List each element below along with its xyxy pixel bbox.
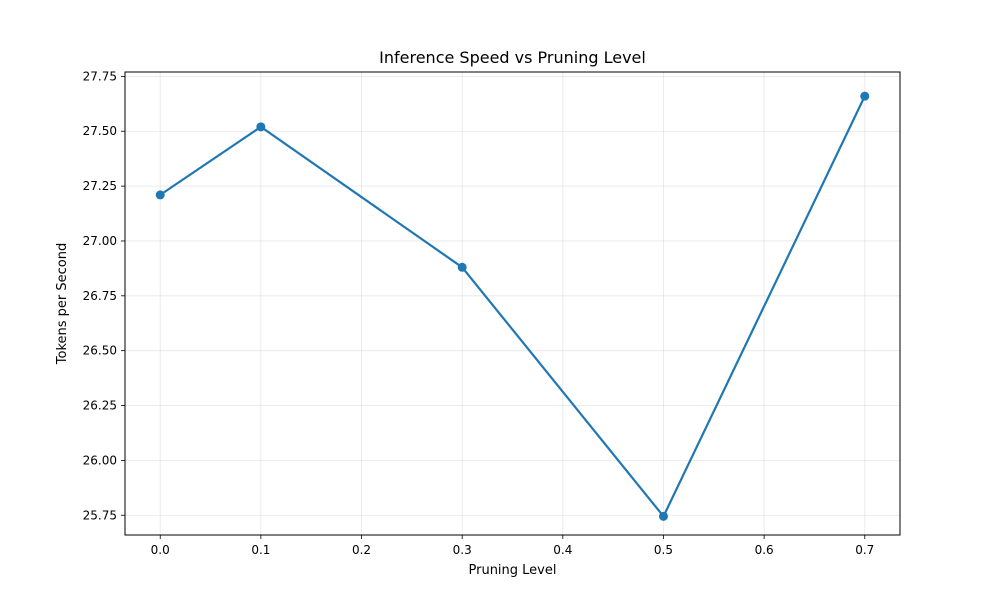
x-tick-label: 0.5 [654,543,673,557]
data-point-marker [658,511,668,521]
y-tick-label: 27.75 [83,69,117,83]
y-tick-label: 26.50 [83,344,117,358]
grid-lines [125,72,900,535]
y-tick-label: 25.75 [83,508,117,522]
data-point-marker [155,190,165,200]
y-tick-label: 26.25 [83,399,117,413]
x-tick-label: 0.4 [553,543,572,557]
x-tick-label: 0.3 [453,543,472,557]
y-tick-label: 27.00 [83,234,117,248]
x-tick-label: 0.2 [352,543,371,557]
y-tick-label: 26.75 [83,289,117,303]
y-axis-label: Tokens per Second [55,243,70,365]
data-point-marker [860,91,870,101]
y-tick-label: 27.50 [83,124,117,138]
plot-area-frame [124,71,901,536]
chart-title: Inference Speed vs Pruning Level [379,48,646,67]
x-tick-label: 0.1 [251,543,270,557]
data-point-marker [256,122,266,132]
x-tick-label: 0.6 [755,543,774,557]
y-axis-ticks: 25.75 26.00 26.25 26.50 26.75 27.00 27.25 27.50… [83,69,125,522]
series-layer [155,91,870,521]
data-point-marker [457,262,467,272]
x-tick-label: 0.7 [855,543,874,557]
y-tick-label: 27.25 [83,179,117,193]
x-axis-label: Pruning Level [469,563,557,578]
x-axis-ticks: 0.0 0.1 0.2 0.3 0.4 0.5 0.6 0.7 [151,535,874,557]
y-tick-label: 26.00 [83,453,117,467]
x-tick-label: 0.0 [151,543,170,557]
